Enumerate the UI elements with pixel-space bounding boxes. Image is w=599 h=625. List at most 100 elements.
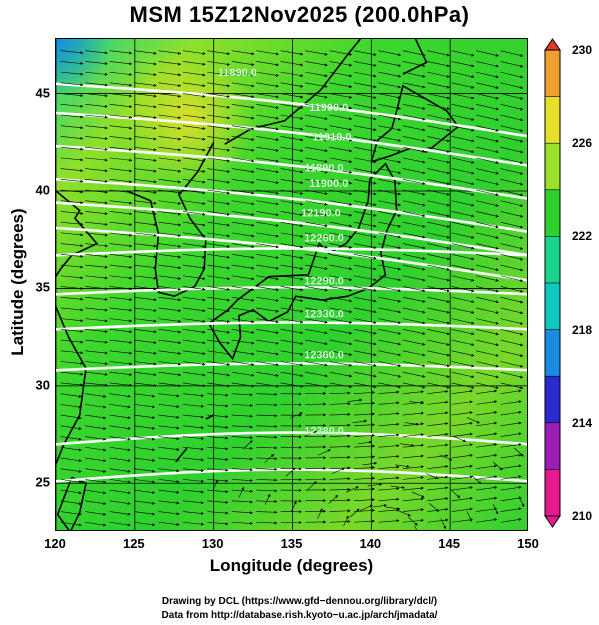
wind-arrow <box>134 82 157 87</box>
wind-arrow <box>378 508 400 512</box>
wind-arrow <box>256 232 279 238</box>
wind-arrow <box>231 275 255 281</box>
wind-arrow <box>212 479 218 491</box>
wind-arrow <box>60 71 84 76</box>
contour-label: 11890.0 <box>304 163 343 175</box>
wind-arrow <box>353 200 377 206</box>
wind-arrow <box>207 339 231 345</box>
wind-arrow <box>256 339 279 345</box>
wind-arrow <box>353 61 377 67</box>
wind-arrow <box>451 382 475 389</box>
wind-arrow <box>451 243 475 250</box>
wind-arrow <box>256 382 279 388</box>
wind-arrow <box>329 189 353 196</box>
wind-arrow <box>207 136 231 141</box>
wind-arrow <box>182 511 205 515</box>
wind-arrow <box>182 146 206 152</box>
wind-arrow <box>305 146 328 153</box>
wind-arrow <box>207 436 229 440</box>
wind-arrow <box>109 82 133 87</box>
x-tick-label: 145 <box>438 536 461 551</box>
wind-arrow <box>305 254 328 260</box>
wind-arrow <box>427 168 450 175</box>
wind-arrow <box>307 481 317 491</box>
coastline-segment <box>56 476 87 530</box>
wind-arrow <box>231 157 255 163</box>
wind-arrow <box>500 389 522 394</box>
wind-arrow <box>207 500 229 504</box>
wind-arrow <box>402 275 426 282</box>
wind-arrow <box>409 401 424 405</box>
wind-arrow <box>500 125 524 132</box>
wind-arrow <box>158 50 182 55</box>
wind-arrow <box>305 103 328 110</box>
wind-arrow <box>231 264 255 270</box>
wind-arrow <box>305 361 328 367</box>
contour-label: 12190.0 <box>301 207 341 219</box>
colorbar-segment <box>545 283 560 330</box>
wind-arrow <box>476 179 499 186</box>
wind-arrow <box>451 146 475 154</box>
wind-arrow <box>158 425 180 430</box>
wind-arrow <box>182 93 206 98</box>
wind-arrow <box>378 497 400 502</box>
wind-arrow <box>492 503 499 515</box>
wind-arrow <box>378 382 402 389</box>
wind-arrow <box>329 391 351 395</box>
wind-arrow <box>134 350 157 355</box>
wind-arrow <box>500 93 524 100</box>
wind-arrow <box>427 232 450 239</box>
wind-arrow <box>280 211 304 217</box>
wind-arrow <box>451 125 475 132</box>
wind-arrow <box>158 71 182 77</box>
wind-arrow <box>231 350 255 356</box>
wind-arrow <box>305 168 328 174</box>
coastline-segment <box>208 162 398 361</box>
wind-arrow <box>378 412 400 416</box>
wind-arrow <box>329 146 353 153</box>
wind-arrow <box>427 400 449 405</box>
wind-arrow <box>109 275 133 280</box>
wind-arrow <box>500 464 522 469</box>
wind-arrow <box>451 432 473 437</box>
wind-arrow <box>451 350 475 357</box>
wind-arrow <box>134 179 157 184</box>
wind-arrow <box>402 497 424 502</box>
wind-arrow <box>60 254 84 258</box>
wind-arrow <box>158 296 182 302</box>
wind-arrow <box>109 404 131 409</box>
wind-arrow <box>231 71 255 77</box>
wind-arrow <box>476 361 499 368</box>
wind-arrow <box>85 329 108 333</box>
wind-arrow <box>500 103 524 111</box>
wind-arrow <box>451 232 475 239</box>
wind-arrow <box>500 371 524 379</box>
wind-arrow <box>85 521 107 527</box>
wind-arrow <box>134 468 156 473</box>
wind-arrow <box>280 318 304 324</box>
wind-arrow <box>451 103 475 111</box>
colorbar-tick-label: 230 <box>572 43 593 57</box>
wind-arrow <box>378 476 400 480</box>
wind-arrow <box>329 50 353 56</box>
wind-arrow <box>476 307 499 314</box>
wind-arrow <box>109 371 133 376</box>
wind-arrow <box>256 403 278 407</box>
wind-arrow <box>451 189 475 196</box>
wind-arrow <box>280 264 304 270</box>
wind-arrow <box>182 339 206 345</box>
graticule <box>56 39 527 530</box>
wind-arrow <box>317 508 323 520</box>
wind-arrow <box>231 361 255 367</box>
wind-arrow <box>85 404 107 409</box>
footer-data-credit: Data from http://database.rish.kyoto−u.a… <box>161 610 438 621</box>
wind-arrow <box>427 50 450 57</box>
wind-arrow <box>256 125 279 131</box>
wind-arrow <box>305 350 328 356</box>
wind-arrow <box>329 350 353 356</box>
wind-arrow <box>402 114 426 121</box>
wind-arrow <box>402 339 426 346</box>
wind-arrow <box>427 411 449 416</box>
wind-arrow <box>305 264 328 271</box>
wind-arrow <box>231 468 253 472</box>
